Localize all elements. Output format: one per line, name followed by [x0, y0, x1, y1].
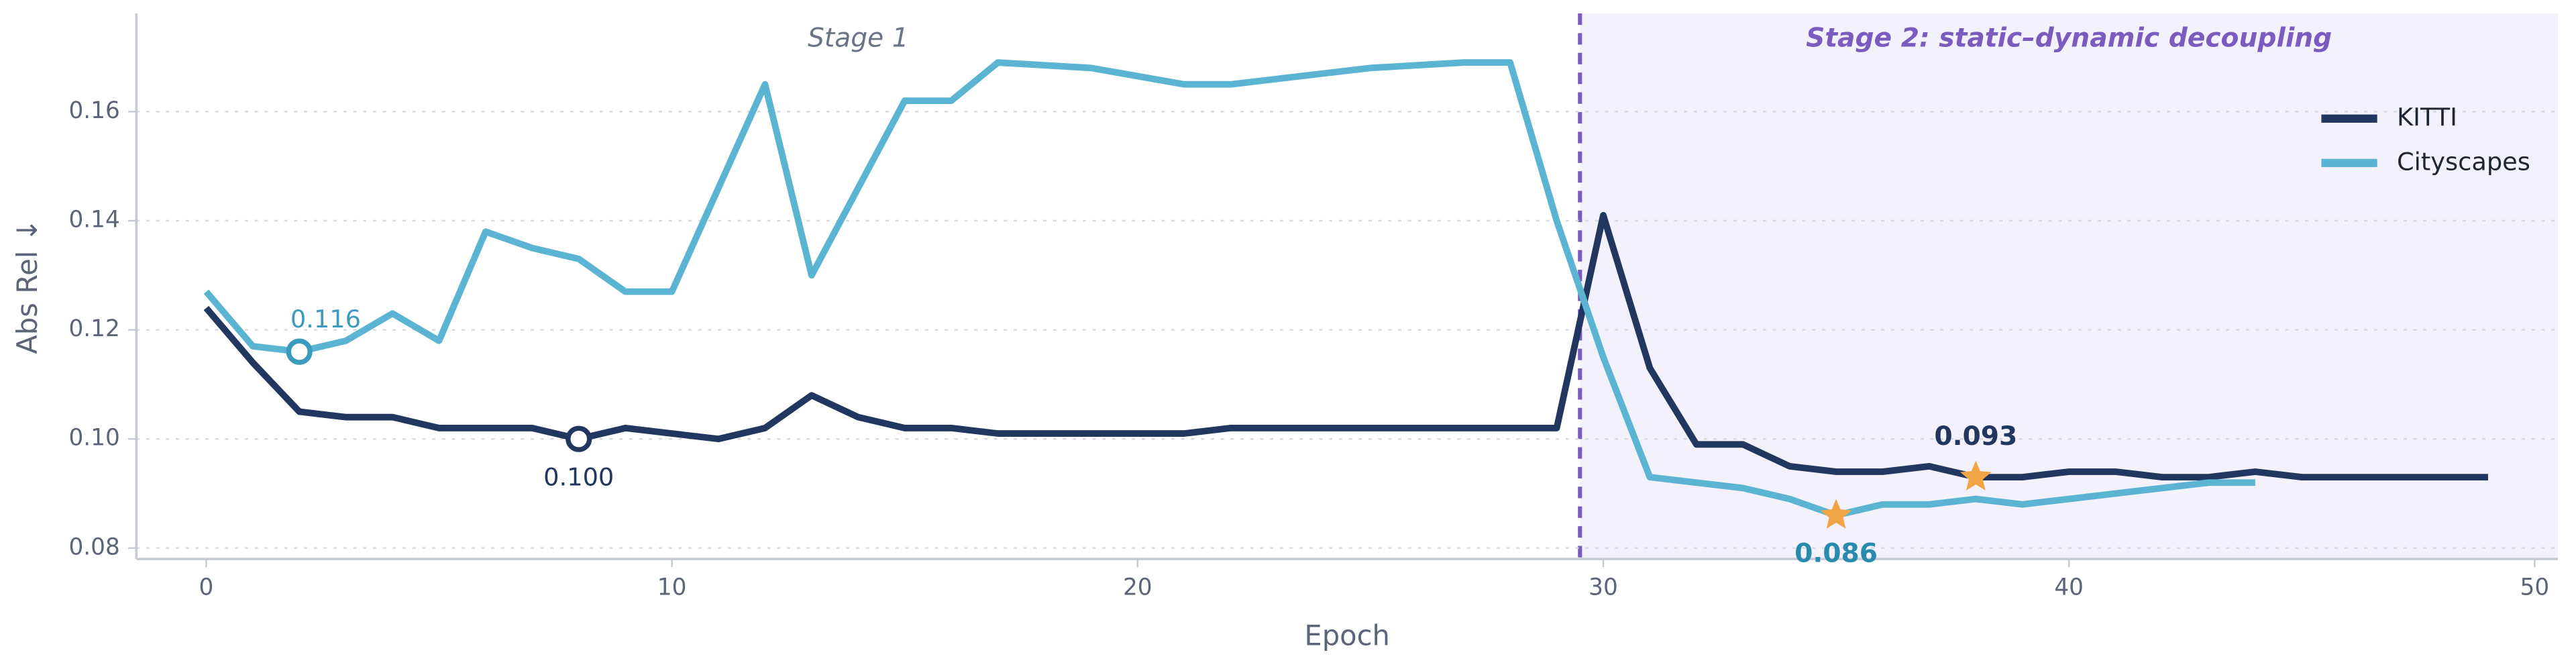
- x-tick-label: 10: [657, 574, 687, 601]
- x-tick-label: 20: [1123, 574, 1152, 601]
- y-tick-label: 0.12: [68, 315, 119, 342]
- y-axis-label: Abs Rel ↓: [11, 218, 44, 354]
- best-marker: [1820, 499, 1852, 529]
- stage-label: Stage 1: [808, 23, 909, 54]
- annotation-label: 0.093: [1934, 421, 2017, 452]
- best-marker: [1960, 460, 1992, 491]
- legend-label: Cityscapes: [2397, 147, 2530, 176]
- x-tick-label: 40: [2054, 574, 2084, 601]
- annotation-label: 0.100: [543, 462, 614, 491]
- series-line: [203, 59, 2255, 519]
- x-tick-label: 50: [2520, 574, 2550, 601]
- stage-label: Stage 2: static–dynamic decoupling: [1806, 23, 2332, 54]
- legend-label: KITTI: [2397, 103, 2457, 132]
- stage-shade: [1580, 13, 2559, 560]
- annotation-label: 0.086: [1794, 538, 1878, 568]
- y-tick-label: 0.08: [68, 533, 119, 560]
- y-tick-label: 0.14: [68, 206, 119, 233]
- y-tick-label: 0.16: [68, 97, 119, 124]
- x-axis-label: Epoch: [1304, 619, 1389, 652]
- highlight-marker: [286, 338, 313, 365]
- annotation-label: 0.116: [290, 305, 361, 333]
- x-tick-label: 0: [199, 574, 213, 601]
- y-tick-label: 0.10: [68, 425, 119, 452]
- x-tick-label: 30: [1589, 574, 1618, 601]
- highlight-marker: [566, 425, 592, 452]
